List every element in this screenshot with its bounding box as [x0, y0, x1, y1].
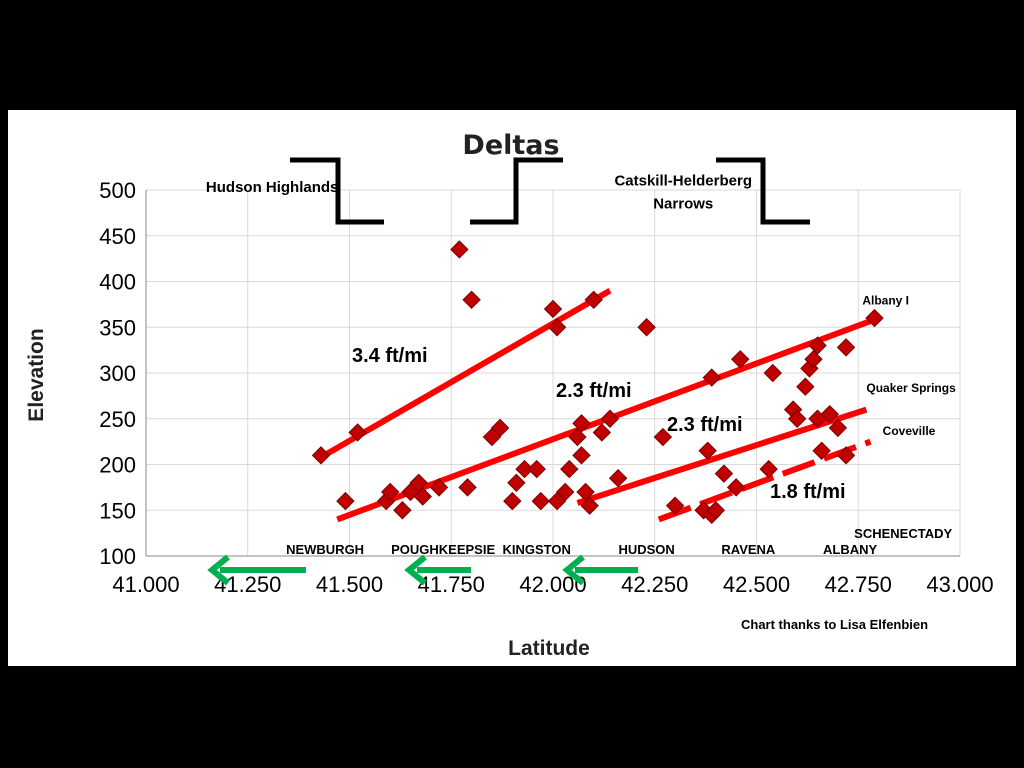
data-point	[731, 350, 750, 369]
data-point	[653, 427, 673, 447]
city-label: POUGHKEEPSIE	[391, 542, 495, 557]
data-point	[763, 363, 782, 383]
y-tick-label: 250	[99, 407, 136, 432]
data-point	[503, 491, 522, 511]
city-label: ALBANY	[823, 542, 877, 557]
data-point	[836, 446, 856, 465]
slope-label: 1.8 ft/mi	[770, 481, 846, 503]
y-tick-label: 400	[99, 270, 136, 295]
data-point	[759, 459, 778, 479]
data-point	[698, 441, 717, 460]
x-axis-title: Latitude	[508, 637, 590, 660]
data-point	[531, 491, 550, 511]
city-label: NEWBURGH	[286, 542, 364, 557]
data-point	[547, 318, 567, 337]
y-tick-label: 100	[99, 544, 136, 569]
city-label: HUDSON	[618, 542, 674, 557]
data-point	[336, 491, 355, 511]
terrace-label: Coveville	[883, 424, 936, 438]
narrows-step-marker	[716, 157, 810, 225]
data-point	[608, 469, 628, 488]
region-label: Hudson Highlands	[206, 179, 339, 196]
data-point	[572, 446, 591, 465]
x-tick-label: 43.000	[926, 572, 993, 597]
narrows-step-marker	[470, 157, 563, 225]
data-point	[380, 482, 400, 502]
data-point	[836, 338, 856, 357]
data-point	[706, 501, 726, 520]
y-tick-label: 450	[99, 224, 136, 249]
data-point	[515, 459, 534, 479]
slope-label: 2.3 ft/mi	[667, 414, 743, 436]
data-point	[726, 478, 746, 497]
data-point	[820, 404, 839, 424]
city-label: KINGSTON	[503, 542, 571, 557]
region-label: Narrows	[653, 195, 713, 212]
data-point	[600, 409, 620, 428]
region-label: Catskill-Helderberg	[614, 172, 752, 189]
data-point	[429, 478, 449, 497]
x-tick-label: 41.750	[418, 572, 485, 597]
data-point	[409, 473, 428, 493]
chart-title: Deltas	[462, 130, 559, 161]
terrace-label: Quaker Springs	[866, 381, 956, 395]
x-tick-label: 41.250	[214, 572, 281, 597]
data-point	[507, 473, 526, 493]
data-point	[543, 299, 563, 319]
data-point	[527, 459, 546, 479]
data-point	[796, 377, 815, 396]
data-point	[393, 501, 412, 520]
data-point	[714, 464, 734, 483]
slope-label: 2.3 ft/mi	[556, 380, 632, 402]
x-tick-label: 42.500	[723, 572, 790, 597]
data-point	[702, 368, 721, 387]
data-point	[490, 418, 510, 438]
data-point	[556, 482, 575, 502]
data-point	[787, 409, 807, 428]
narrows-step-marker	[290, 157, 384, 225]
deltas-scatter-chart: 41.000 41.250 41.500 41.750 42.000 42.250 42.5…	[25, 130, 994, 660]
x-tick-label: 42.250	[621, 572, 688, 597]
data-point	[808, 336, 827, 355]
y-tick-label: 300	[99, 361, 136, 386]
data-point	[450, 240, 469, 259]
data-point	[348, 423, 367, 442]
y-tick-label: 150	[99, 498, 136, 523]
terrace-label: Albany I	[862, 293, 909, 307]
data-point	[568, 427, 587, 447]
data-point	[865, 308, 884, 328]
chart-panel: 41.000 41.250 41.500 41.750 42.000 42.250 42.5…	[8, 110, 1016, 666]
data-point	[462, 290, 481, 310]
x-tick-label: 41.000	[112, 572, 179, 597]
data-point	[592, 423, 612, 442]
y-tick-label: 500	[99, 178, 136, 203]
trend-line	[319, 288, 612, 460]
city-label: SCHENECTADY	[854, 526, 952, 541]
data-point	[580, 496, 599, 515]
slope-label: 3.4 ft/mi	[352, 345, 428, 367]
city-label: RAVENA	[721, 542, 776, 557]
south-arrow-head	[404, 554, 427, 586]
data-point	[311, 446, 331, 465]
data-point	[413, 487, 432, 506]
data-point	[828, 418, 848, 438]
trend-line	[657, 438, 872, 523]
data-point	[560, 459, 579, 479]
y-axis-title: Elevation	[25, 328, 48, 421]
data-point	[458, 478, 477, 497]
data-point	[812, 441, 831, 460]
south-arrow-head	[562, 554, 585, 586]
data-point	[576, 482, 595, 502]
data-point	[572, 414, 591, 433]
x-tick-label: 42.750	[825, 572, 892, 597]
data-point	[637, 318, 656, 337]
south-arrow-head	[207, 554, 230, 586]
y-tick-label: 200	[99, 453, 136, 478]
data-point	[665, 496, 685, 515]
x-tick-label: 41.500	[316, 572, 383, 597]
credit-text: Chart thanks to Lisa Elfenbien	[741, 617, 928, 632]
data-point	[584, 290, 603, 310]
y-tick-label: 350	[99, 315, 136, 340]
data-point	[804, 350, 823, 369]
